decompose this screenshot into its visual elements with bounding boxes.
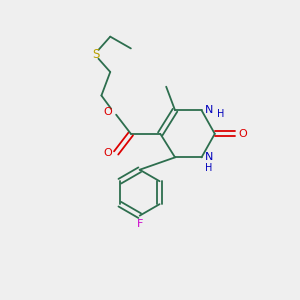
Text: O: O bbox=[103, 148, 112, 158]
Text: N: N bbox=[206, 105, 214, 115]
Text: S: S bbox=[92, 48, 99, 61]
Text: F: F bbox=[136, 219, 143, 229]
Text: O: O bbox=[104, 107, 112, 117]
Text: H: H bbox=[217, 109, 224, 119]
Text: H: H bbox=[206, 163, 213, 173]
Text: O: O bbox=[238, 129, 247, 139]
Text: N: N bbox=[206, 152, 214, 162]
